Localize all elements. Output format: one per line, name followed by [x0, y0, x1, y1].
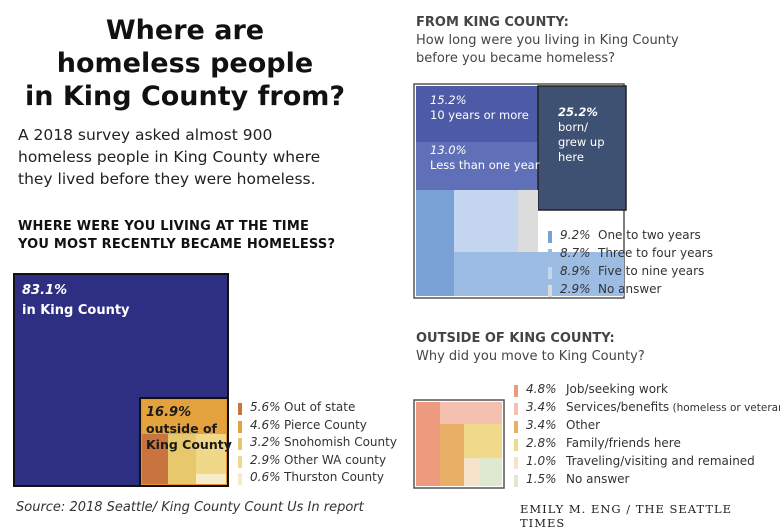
duration-legend-value: 8.7%: [560, 246, 591, 260]
left-legend-swatch: [238, 473, 242, 485]
treemap-cell-born-here: [537, 85, 627, 211]
label-10-years-name: 10 years or more: [430, 108, 529, 122]
left-legend-value: 4.6%: [250, 417, 281, 432]
left-legend-swatch: [238, 455, 242, 468]
left-legend-value: 3.2%: [250, 435, 281, 449]
treemap-cell-three-to-four: [454, 252, 624, 296]
label-outside-name-2: King County: [146, 437, 232, 452]
title-line-2: homeless people: [56, 48, 314, 79]
duration-legend-label: No answer: [598, 282, 662, 296]
reason-legend-value: 4.8%: [526, 382, 557, 396]
treemap-cell-pierce: [142, 400, 226, 434]
right-top-header: FROM KING COUNTY: How long were you livi…: [416, 14, 756, 68]
title-line-1: Where are: [105, 15, 265, 46]
label-10-years-value: 15.2%: [430, 93, 467, 107]
source-note: Source: 2018 Seattle/ King County Count …: [16, 500, 364, 515]
left-legend-label: Pierce County: [284, 417, 367, 432]
right-top-question-2: before you became homeless?: [416, 51, 616, 66]
label-in-king-county-value: 83.1%: [22, 283, 67, 298]
reason-legend-value: 3.4%: [526, 418, 557, 432]
left-legend-value: 5.6%: [250, 400, 281, 414]
reason-legend-value: 1.5%: [526, 472, 557, 486]
move-reason-treemap: [413, 399, 505, 489]
treemap-cell-snohomish: [168, 434, 196, 484]
reason-legend: 4.8% Job/seeking work 3.4% Services/benefit…: [514, 382, 780, 490]
label-in-king-county-name: in King County: [22, 303, 130, 318]
label-born-value: 25.2%: [558, 105, 598, 119]
right-bottom-question: Why did you move to King County?: [416, 349, 645, 364]
reason-legend-note: (homeless or veteran): [669, 402, 780, 414]
left-legend-label: Snohomish County: [284, 435, 397, 449]
label-less-one-year-name: Less than one year: [430, 158, 540, 172]
left-question: WHERE WERE YOU LIVING AT THE TIME YOU MO…: [18, 219, 336, 252]
treemap-cell-no-answer: [518, 190, 538, 252]
label-born-name-1: born/: [558, 120, 588, 134]
reason-legend-value: 3.4%: [526, 400, 557, 414]
reason-legend-swatch: [514, 421, 518, 433]
left-legend-swatch: [238, 438, 242, 450]
reason-legend-label: No answer: [566, 472, 630, 486]
label-less-one-year-value: 13.0%: [430, 143, 467, 157]
treemap-cell-one-to-two: [416, 190, 454, 296]
duration-legend-value: 8.9%: [560, 264, 591, 278]
reason-legend-label: Services/benefits (homeless or veteran): [566, 400, 780, 414]
left-legend-swatch: [238, 420, 242, 433]
treemap-cell-five-to-nine: [454, 190, 518, 252]
duration-legend-label: One to two years: [598, 228, 701, 242]
label-born-name-2: grew up: [558, 135, 605, 149]
reason-legend-swatch: [514, 457, 518, 469]
left-legend: 5.6% Out of state 4.6% Pierce County 3.2% Sno…: [238, 400, 428, 492]
left-legend-value: 0.6%: [250, 470, 281, 484]
reason-legend-swatch: [514, 439, 518, 451]
treemap-cell-other-wa: [196, 434, 226, 474]
reason-legend-label: Family/friends here: [566, 436, 681, 450]
treemap-cell-thurston: [196, 474, 226, 484]
treemap-cell-job: [416, 402, 440, 486]
treemap-cell-services: [440, 402, 502, 424]
treemap-cell-traveling: [464, 458, 480, 486]
treemap-cell-no-answer: [480, 458, 502, 486]
reason-legend-label: Traveling/visiting and remained: [566, 454, 755, 468]
duration-legend-label: Five to nine years: [598, 264, 705, 278]
right-bottom-header: OUTSIDE OF KING COUNTY: Why did you move…: [416, 330, 756, 366]
duration-legend-swatch: [548, 267, 552, 279]
duration-legend: 9.2% One to two years 8.7% Three to four ye…: [548, 228, 748, 300]
king-county-duration-treemap: 15.2%10 years or more 13.0%Less than one …: [413, 83, 627, 299]
right-top-question-1: How long were you living in King County: [416, 33, 679, 48]
treemap-cell-10-years: [416, 86, 538, 142]
left-legend-swatch: [238, 403, 242, 415]
reason-legend-value: 1.0%: [526, 454, 557, 468]
left-legend-label: Other WA county: [284, 452, 387, 467]
title-line-3: in King County from?: [24, 81, 346, 112]
reason-legend-label: Job/seeking work: [566, 382, 668, 396]
left-legend-label: Thurston County: [284, 470, 384, 484]
duration-legend-swatch: [548, 285, 552, 297]
treemap-cell-other: [440, 424, 464, 486]
label-born-name-3: here: [558, 150, 584, 164]
page-title: Where are homeless people in King County…: [20, 14, 350, 113]
reason-legend-swatch: [514, 475, 518, 487]
credit-line: EMILY M. ENG / THE SEATTLE TIMES: [520, 502, 733, 530]
right-bottom-heading: OUTSIDE OF KING COUNTY:: [416, 331, 615, 346]
reason-legend-swatch: [514, 403, 518, 415]
right-top-heading: FROM KING COUNTY:: [416, 15, 569, 30]
duration-legend-label: Three to four years: [598, 246, 713, 260]
label-outside-value: 16.9%: [146, 405, 191, 420]
treemap-cell-out-of-state: [142, 434, 168, 484]
duration-legend-swatch: [548, 249, 552, 261]
treemap-cell-less-than-one-year: [416, 142, 538, 190]
duration-legend-value: 2.9%: [560, 282, 591, 296]
reason-legend-swatch: [514, 385, 518, 397]
intro-text: A 2018 survey asked almost 900 homeless …: [18, 126, 321, 188]
treemap-cell-family: [464, 424, 502, 458]
reason-legend-value: 2.8%: [526, 436, 557, 450]
duration-legend-value: 9.2%: [560, 228, 591, 242]
duration-legend-swatch: [548, 231, 552, 243]
reason-legend-label: Other: [566, 418, 601, 432]
left-legend-label: Out of state: [284, 400, 356, 414]
label-outside-name-1: outside of: [146, 421, 218, 436]
left-legend-value: 2.9%: [250, 452, 281, 467]
